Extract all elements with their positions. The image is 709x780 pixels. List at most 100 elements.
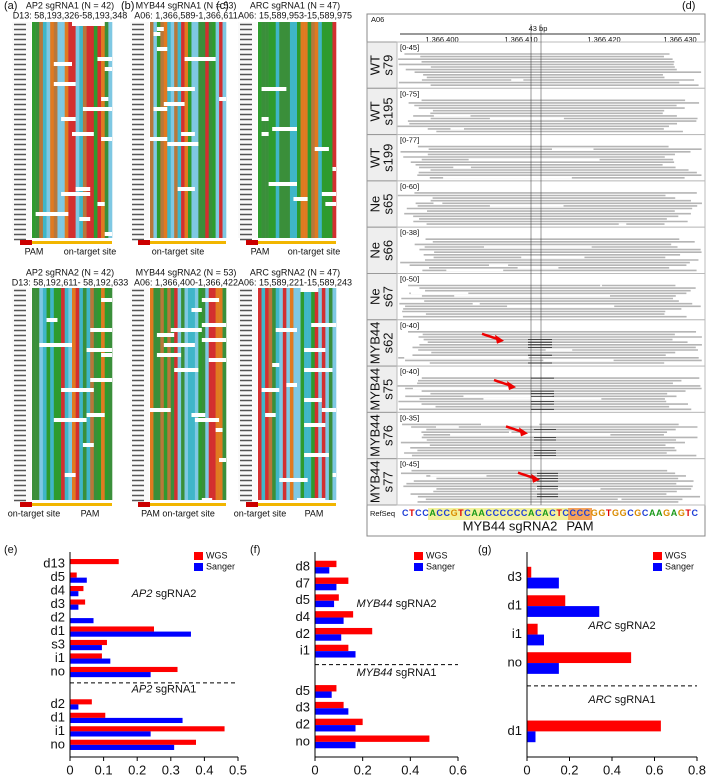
y-tick-label: no [508,654,522,669]
bar [315,627,373,635]
alignment-title: ARC sgRNA2 (N = 47) [250,267,340,277]
bar [315,583,337,591]
pam-bar [138,503,226,506]
pam-mark [20,502,32,507]
alignment-block [130,288,227,507]
alignment-block [12,22,113,245]
bar [315,594,339,601]
alignment-column [293,288,298,500]
alignment-column [314,22,319,238]
legend-swatch [653,563,662,571]
deletion [265,413,276,417]
alignment-column [191,22,196,238]
track-group: WT [367,148,382,168]
track-group: Ne [367,196,382,213]
arrow-head [519,427,528,437]
alignment-column [68,22,73,238]
legend-swatch [194,563,203,571]
annotation-guide: sgRNA1 [615,694,656,706]
nucleotide: C [549,508,556,518]
deletion [219,458,226,462]
bar [70,717,183,724]
alignment-column [318,288,323,500]
alignment-column [332,22,337,238]
nucleotide: C [642,508,649,518]
alignment-column [208,288,213,500]
bar [527,566,532,578]
bar [315,567,330,574]
annotation-gene: AP2 [131,588,153,600]
bar [527,606,600,617]
alignment-column [265,22,269,238]
alignment-footer: on-target site [152,246,205,256]
bar [527,652,632,664]
alignment-column [75,288,80,500]
annotation-gene: MYB44 [356,667,392,679]
deletion [272,363,280,367]
deletion [104,232,112,236]
deletion [201,323,226,327]
alignment-column [328,288,333,500]
alignment-column [181,22,185,238]
bar [527,577,559,589]
alignment-column [50,288,55,500]
deletion [314,147,329,151]
deletion [61,117,76,121]
track-range: [0-75] [400,89,419,98]
bar [315,701,344,709]
pam-bar [20,241,112,244]
alignment-column [160,22,165,238]
alignment-column [289,288,294,500]
nucleotide: G [678,508,685,518]
alignment-column [304,288,308,500]
alignment-column [108,22,113,238]
group-annotation: AP2 sgRNA1 [131,683,197,695]
alignment-column [282,288,287,500]
y-tick-label: d2 [296,717,310,732]
nucleotide: A [528,508,535,518]
track-group: Ne [367,288,382,305]
bar [527,720,661,732]
pam-highlight [568,508,592,520]
track-sample: s66 [380,240,395,261]
alignment-block [238,22,337,245]
deletion [219,97,226,101]
guide-label: MYB44 sgRNA2 [463,518,558,533]
alignment-column [297,22,301,238]
deletion [201,338,226,342]
alignment-coords: A06: 1,366,400-1,366,422 [134,277,238,287]
annotation-gene: MYB44 [356,598,392,610]
alignment-column [167,22,172,238]
alignment-column [170,288,175,500]
alignment-column [194,288,199,500]
deletion [53,62,72,66]
x-tick-label: 0.6 [645,762,663,777]
y-tick-label: d1 [51,709,65,724]
nucleotide: C [692,508,699,518]
group-annotation: ARC sgRNA1 [587,694,655,706]
bar [315,560,337,568]
deletion [150,408,171,412]
alignment-column [188,22,192,238]
bar [70,604,79,610]
alignment-column [150,288,154,500]
bar [70,658,111,664]
alignment-column [258,288,262,500]
x-tick-label: 0.4 [603,762,621,777]
bar [315,741,356,749]
nucleotide: C [436,508,443,518]
nucleotide: A [649,508,656,518]
deletion [332,167,336,171]
alignment-footer: on-target site [288,246,341,256]
alignment-column [167,288,172,500]
pam-mark [246,502,258,507]
alignment-column [93,22,98,238]
y-tick-label: d4 [51,583,65,598]
deletion [53,418,87,422]
deletion [304,423,326,427]
y-tick-label: d5 [296,592,310,607]
panel-label: (g) [478,544,491,556]
pam-mark [20,240,32,245]
x-tick-label: 0 [311,762,318,777]
